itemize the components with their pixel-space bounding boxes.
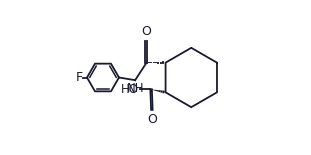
Text: NH: NH — [127, 82, 144, 95]
Text: F: F — [76, 71, 83, 84]
Text: O: O — [147, 113, 157, 126]
Text: HO: HO — [121, 83, 139, 96]
Text: O: O — [141, 25, 151, 38]
